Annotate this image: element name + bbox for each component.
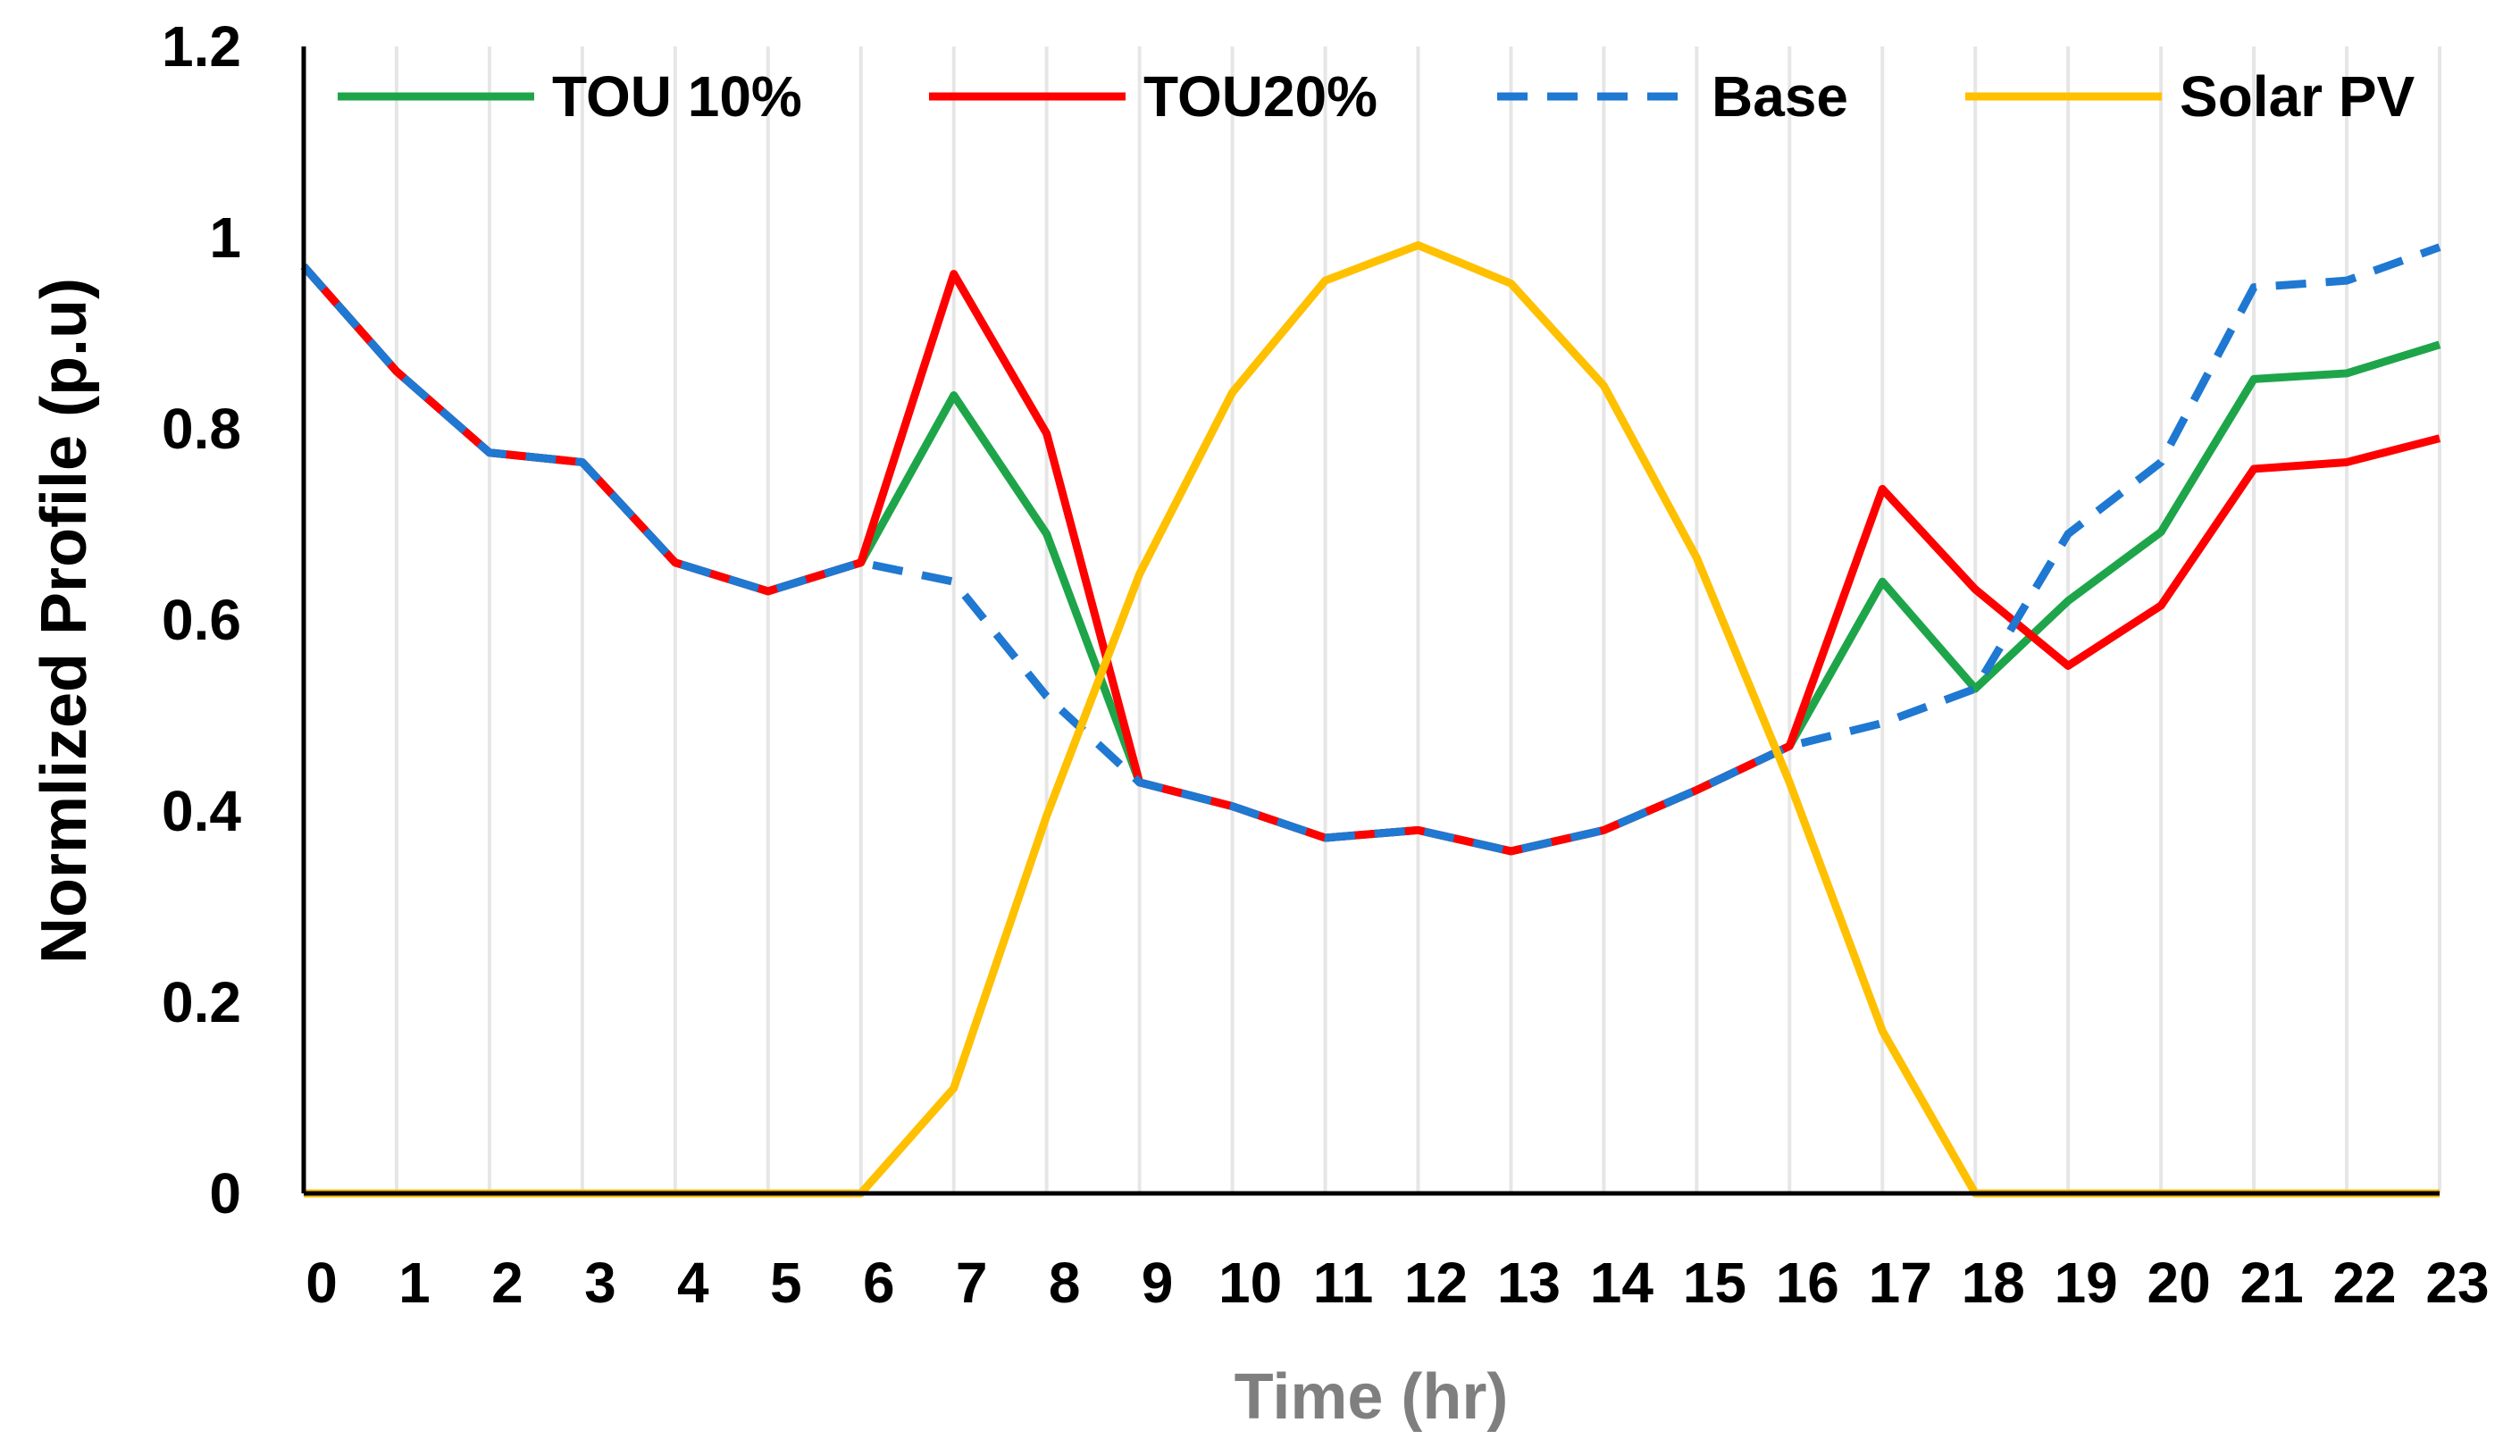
x-tick-label: 9 xyxy=(1142,1251,1174,1315)
legend-label-2: Base xyxy=(1712,64,1848,129)
x-tick-label: 7 xyxy=(956,1251,988,1315)
x-tick-label: 23 xyxy=(2425,1251,2489,1315)
legend-label-3: Solar PV xyxy=(2180,64,2415,129)
x-tick-label: 8 xyxy=(1049,1251,1081,1315)
x-tick-label: 12 xyxy=(1404,1251,1468,1315)
y-tick-label: 0.4 xyxy=(162,779,241,843)
x-tick-labels: 0 1 2 3 4 5 6 7 8 9 10 11 12 13 14 15 16 17 18 19 20 21 22 23 xyxy=(306,1251,2489,1315)
x-tick-label: 4 xyxy=(677,1251,709,1315)
y-axis-title: Normlized Profile (p.u) xyxy=(29,278,100,964)
y-tick-label: 0 xyxy=(209,1161,241,1226)
axes xyxy=(301,46,2440,1196)
x-tick-label: 2 xyxy=(491,1251,523,1315)
x-tick-label: 11 xyxy=(1313,1251,1374,1315)
series-line-2 xyxy=(300,243,2441,856)
y-tick-label: 1 xyxy=(209,205,241,270)
series-lines xyxy=(300,241,2441,1198)
x-tick-label: 16 xyxy=(1776,1251,1839,1315)
x-tick-label: 19 xyxy=(2055,1251,2118,1315)
x-tick-label: 10 xyxy=(1218,1251,1282,1315)
x-tick-label: 0 xyxy=(306,1251,338,1315)
x-tick-label: 14 xyxy=(1590,1251,1654,1315)
x-tick-label: 18 xyxy=(1962,1251,2025,1315)
y-tick-label: 0.2 xyxy=(162,970,241,1034)
y-tick-label: 0.8 xyxy=(162,397,241,461)
y-tick-label: 1.2 xyxy=(162,14,241,79)
x-tick-label: 6 xyxy=(863,1251,895,1315)
x-tick-label: 21 xyxy=(2240,1251,2303,1315)
legend: TOU 10% TOU20% Base Solar PV xyxy=(338,64,2415,129)
x-axis-title: Time (hr) xyxy=(1235,1361,1509,1433)
y-tick-labels: 0 0.2 0.4 0.6 0.8 1 1.2 xyxy=(162,14,241,1226)
x-tick-label: 13 xyxy=(1497,1251,1561,1315)
y-tick-label: 0.6 xyxy=(162,588,241,652)
x-tick-label: 20 xyxy=(2147,1251,2211,1315)
legend-label-1: TOU20% xyxy=(1143,64,1377,129)
x-tick-label: 22 xyxy=(2332,1251,2396,1315)
grid-lines xyxy=(394,46,2441,1193)
x-tick-label: 1 xyxy=(398,1251,431,1315)
x-tick-label: 17 xyxy=(1869,1251,1932,1315)
x-tick-label: 3 xyxy=(584,1251,616,1315)
series-line-3 xyxy=(304,241,2440,1198)
legend-label-0: TOU 10% xyxy=(552,64,802,129)
series-line-0 xyxy=(300,264,2441,856)
x-tick-label: 5 xyxy=(770,1251,802,1315)
x-tick-label: 15 xyxy=(1683,1251,1746,1315)
